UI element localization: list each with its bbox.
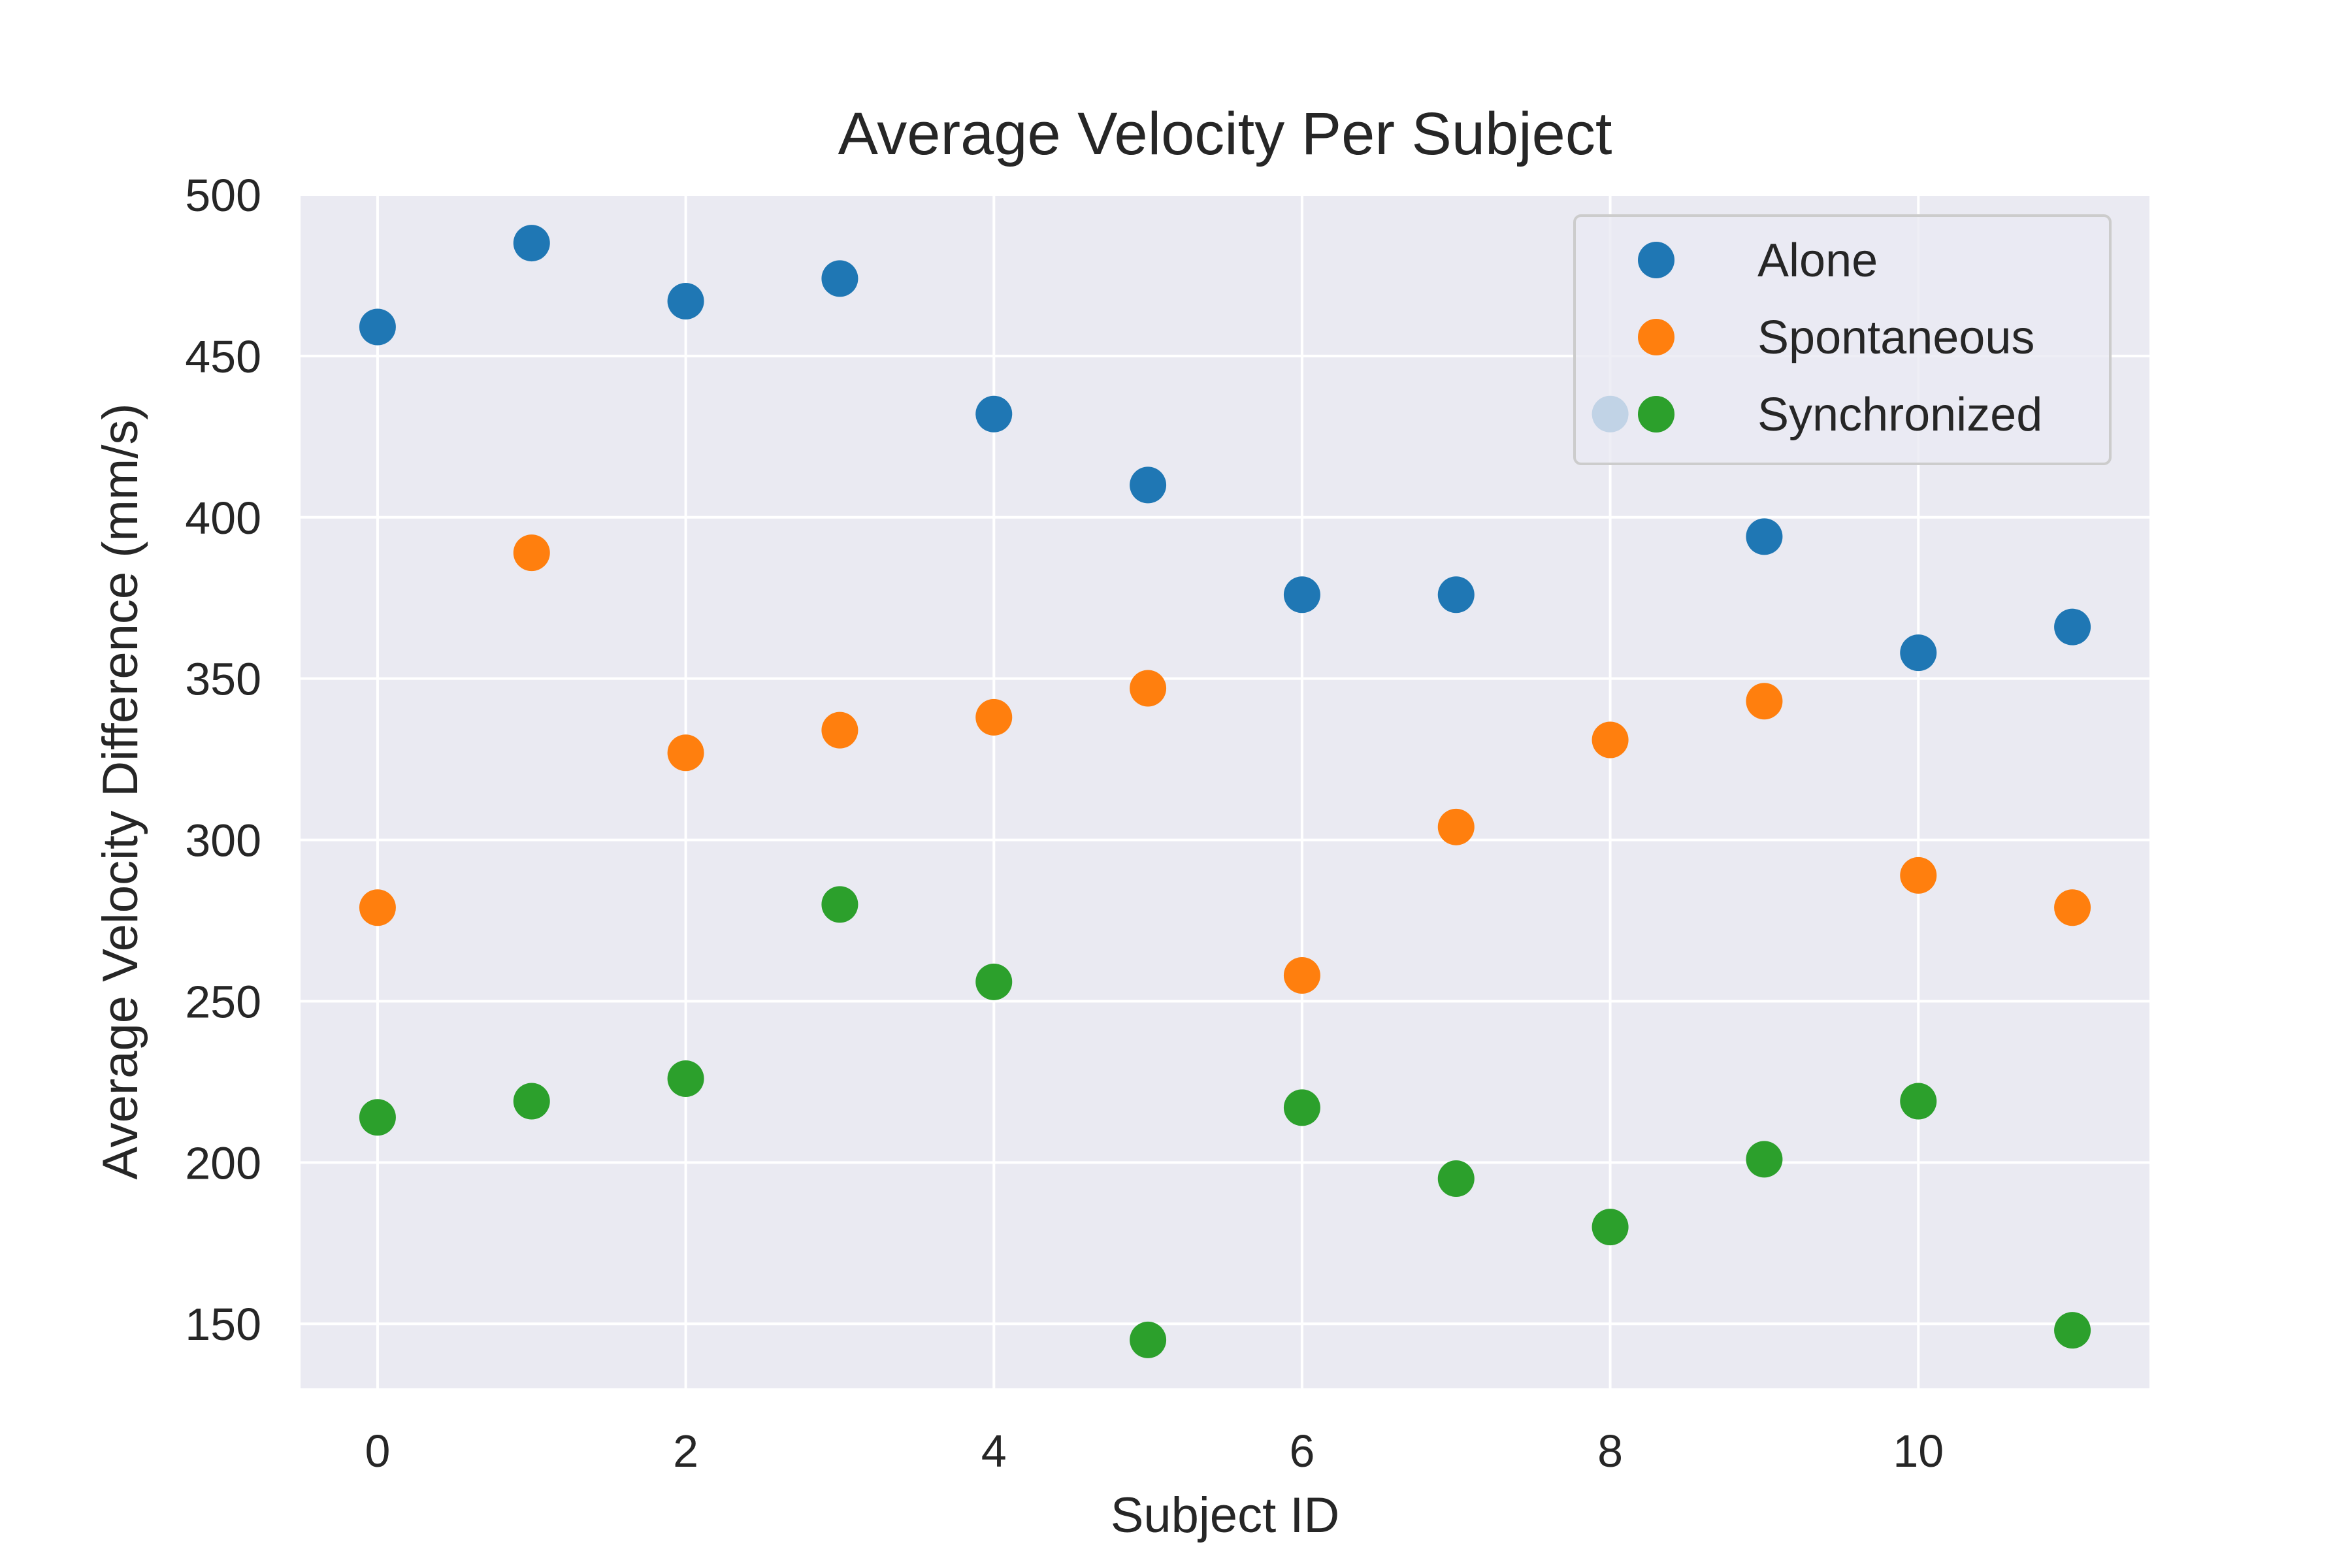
chart-title: Average Velocity Per Subject xyxy=(838,101,1612,167)
y-tick-label: 300 xyxy=(185,815,261,866)
y-axis-label: Average Velocity Difference (mm/s) xyxy=(93,403,148,1179)
point-alone xyxy=(1283,576,1320,613)
x-tick-label: 10 xyxy=(1893,1426,1944,1477)
point-alone xyxy=(1900,634,1937,672)
point-spontaneous xyxy=(975,698,1013,736)
point-spontaneous xyxy=(1592,721,1629,759)
point-spontaneous xyxy=(359,889,396,926)
y-axis-ticks: 150 200 250 300 350 400 450 500 xyxy=(185,170,261,1350)
point-alone xyxy=(1746,518,1783,555)
point-synchronized xyxy=(1283,1089,1320,1126)
point-spontaneous xyxy=(1900,857,1937,894)
point-alone xyxy=(359,308,396,346)
legend-marker-alone xyxy=(1638,242,1674,278)
point-alone xyxy=(821,260,858,297)
point-spontaneous xyxy=(1437,808,1475,845)
y-tick-label: 400 xyxy=(185,493,261,544)
x-tick-label: 6 xyxy=(1289,1426,1315,1477)
y-tick-label: 350 xyxy=(185,654,261,705)
point-synchronized xyxy=(667,1060,704,1097)
point-synchronized xyxy=(2054,1312,2091,1349)
point-synchronized xyxy=(1592,1209,1629,1246)
point-alone xyxy=(2054,608,2091,645)
data-points xyxy=(359,225,2091,1358)
point-synchronized xyxy=(975,963,1013,1000)
point-spontaneous xyxy=(1130,670,1167,707)
point-synchronized xyxy=(1900,1083,1937,1120)
point-spontaneous xyxy=(513,534,550,572)
point-synchronized xyxy=(359,1099,396,1136)
x-tick-label: 4 xyxy=(981,1426,1007,1477)
x-axis-label: Subject ID xyxy=(1111,1488,1340,1543)
point-alone xyxy=(1437,576,1475,613)
y-tick-label: 150 xyxy=(185,1299,261,1350)
y-tick-label: 200 xyxy=(185,1137,261,1188)
point-synchronized xyxy=(513,1083,550,1120)
x-tick-label: 8 xyxy=(1597,1426,1623,1477)
point-spontaneous xyxy=(1283,956,1320,994)
point-alone xyxy=(1130,466,1167,504)
x-tick-label: 2 xyxy=(673,1426,698,1477)
legend-box xyxy=(1573,214,2112,465)
legend-label-synchronized: Synchronized xyxy=(1757,389,2042,441)
x-axis-ticks: 0 2 4 6 8 10 xyxy=(365,1426,1944,1477)
point-spontaneous xyxy=(667,734,704,772)
point-synchronized xyxy=(1130,1321,1167,1358)
point-alone xyxy=(975,395,1013,433)
x-tick-label: 0 xyxy=(365,1426,390,1477)
y-tick-label: 500 xyxy=(185,170,261,221)
point-spontaneous xyxy=(821,711,858,749)
legend-marker-spontaneous xyxy=(1638,319,1674,355)
legend: Alone Spontaneous Synchronized xyxy=(1573,214,2112,465)
legend-label-alone: Alone xyxy=(1757,235,1878,287)
point-alone xyxy=(667,282,704,319)
point-spontaneous xyxy=(1746,683,1783,720)
y-tick-label: 250 xyxy=(185,976,261,1027)
legend-marker-synchronized xyxy=(1638,396,1674,433)
point-synchronized xyxy=(1437,1160,1475,1198)
point-synchronized xyxy=(1746,1141,1783,1178)
point-spontaneous xyxy=(2054,889,2091,926)
y-tick-label: 450 xyxy=(185,331,261,382)
point-synchronized xyxy=(821,886,858,923)
point-alone xyxy=(513,225,550,262)
legend-label-spontaneous: Spontaneous xyxy=(1757,312,2034,364)
